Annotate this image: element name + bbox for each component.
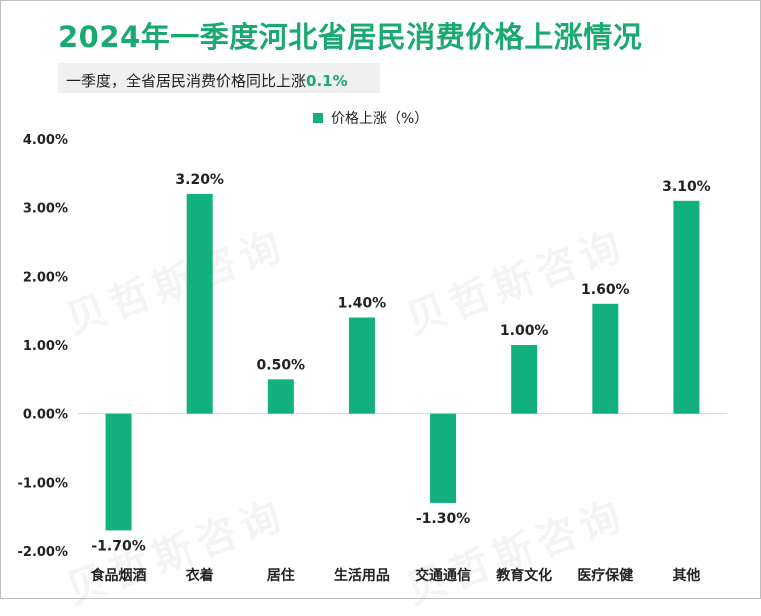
bar (430, 413, 457, 503)
bar (673, 200, 700, 414)
x-tick-label: 教育文化 (496, 567, 552, 584)
data-label: 0.50% (257, 357, 306, 373)
bar (186, 193, 213, 414)
bar (348, 317, 375, 414)
bar (105, 413, 132, 531)
legend-swatch (313, 113, 323, 123)
y-tick-label: 3.00% (23, 202, 68, 217)
bar (267, 379, 294, 414)
data-label: 1.40% (338, 296, 387, 312)
x-tick-label: 衣着 (186, 567, 214, 584)
x-tick-label: 医疗保健 (577, 567, 633, 584)
data-label: 1.00% (500, 323, 549, 339)
data-label: 1.60% (581, 282, 630, 298)
legend: 价格上涨（%） (313, 108, 428, 128)
y-tick-label: -2.00% (18, 545, 69, 560)
data-label: 3.10% (662, 179, 711, 195)
subtitle-highlight: 0.1% (306, 72, 348, 90)
data-label: 3.20% (175, 172, 224, 188)
x-tick-label: 居住 (267, 567, 295, 584)
x-tick-label: 生活用品 (334, 567, 390, 584)
chart-title: 2024年一季度河北省居民消费价格上涨情况 (58, 20, 643, 54)
subtitle: 一季度，全省居民消费价格同比上涨0.1% (66, 70, 348, 91)
bar-chart: 4.00% 3.00% 2.00% 1.00% 0.00% -1.00% -2.00% -1.… (18, 133, 727, 584)
data-label: -1.70% (91, 538, 145, 554)
x-tick-label: 食品烟酒 (91, 567, 147, 584)
bar (511, 345, 538, 414)
bar (592, 303, 619, 414)
subtitle-box: 一季度，全省居民消费价格同比上涨0.1% (58, 63, 380, 93)
y-tick-label: 1.00% (23, 339, 68, 354)
x-tick-label: 交通通信 (415, 567, 471, 584)
subtitle-text: 一季度，全省居民消费价格同比上涨 (66, 72, 307, 90)
y-tick-label: 2.00% (23, 270, 68, 285)
y-tick-label: -1.00% (18, 476, 69, 491)
legend-label: 价格上涨（%） (331, 111, 429, 127)
y-tick-label: 4.00% (23, 133, 68, 148)
data-label: -1.30% (416, 511, 470, 527)
y-tick-label: 0.00% (23, 408, 68, 423)
x-tick-label: 其他 (672, 567, 700, 584)
